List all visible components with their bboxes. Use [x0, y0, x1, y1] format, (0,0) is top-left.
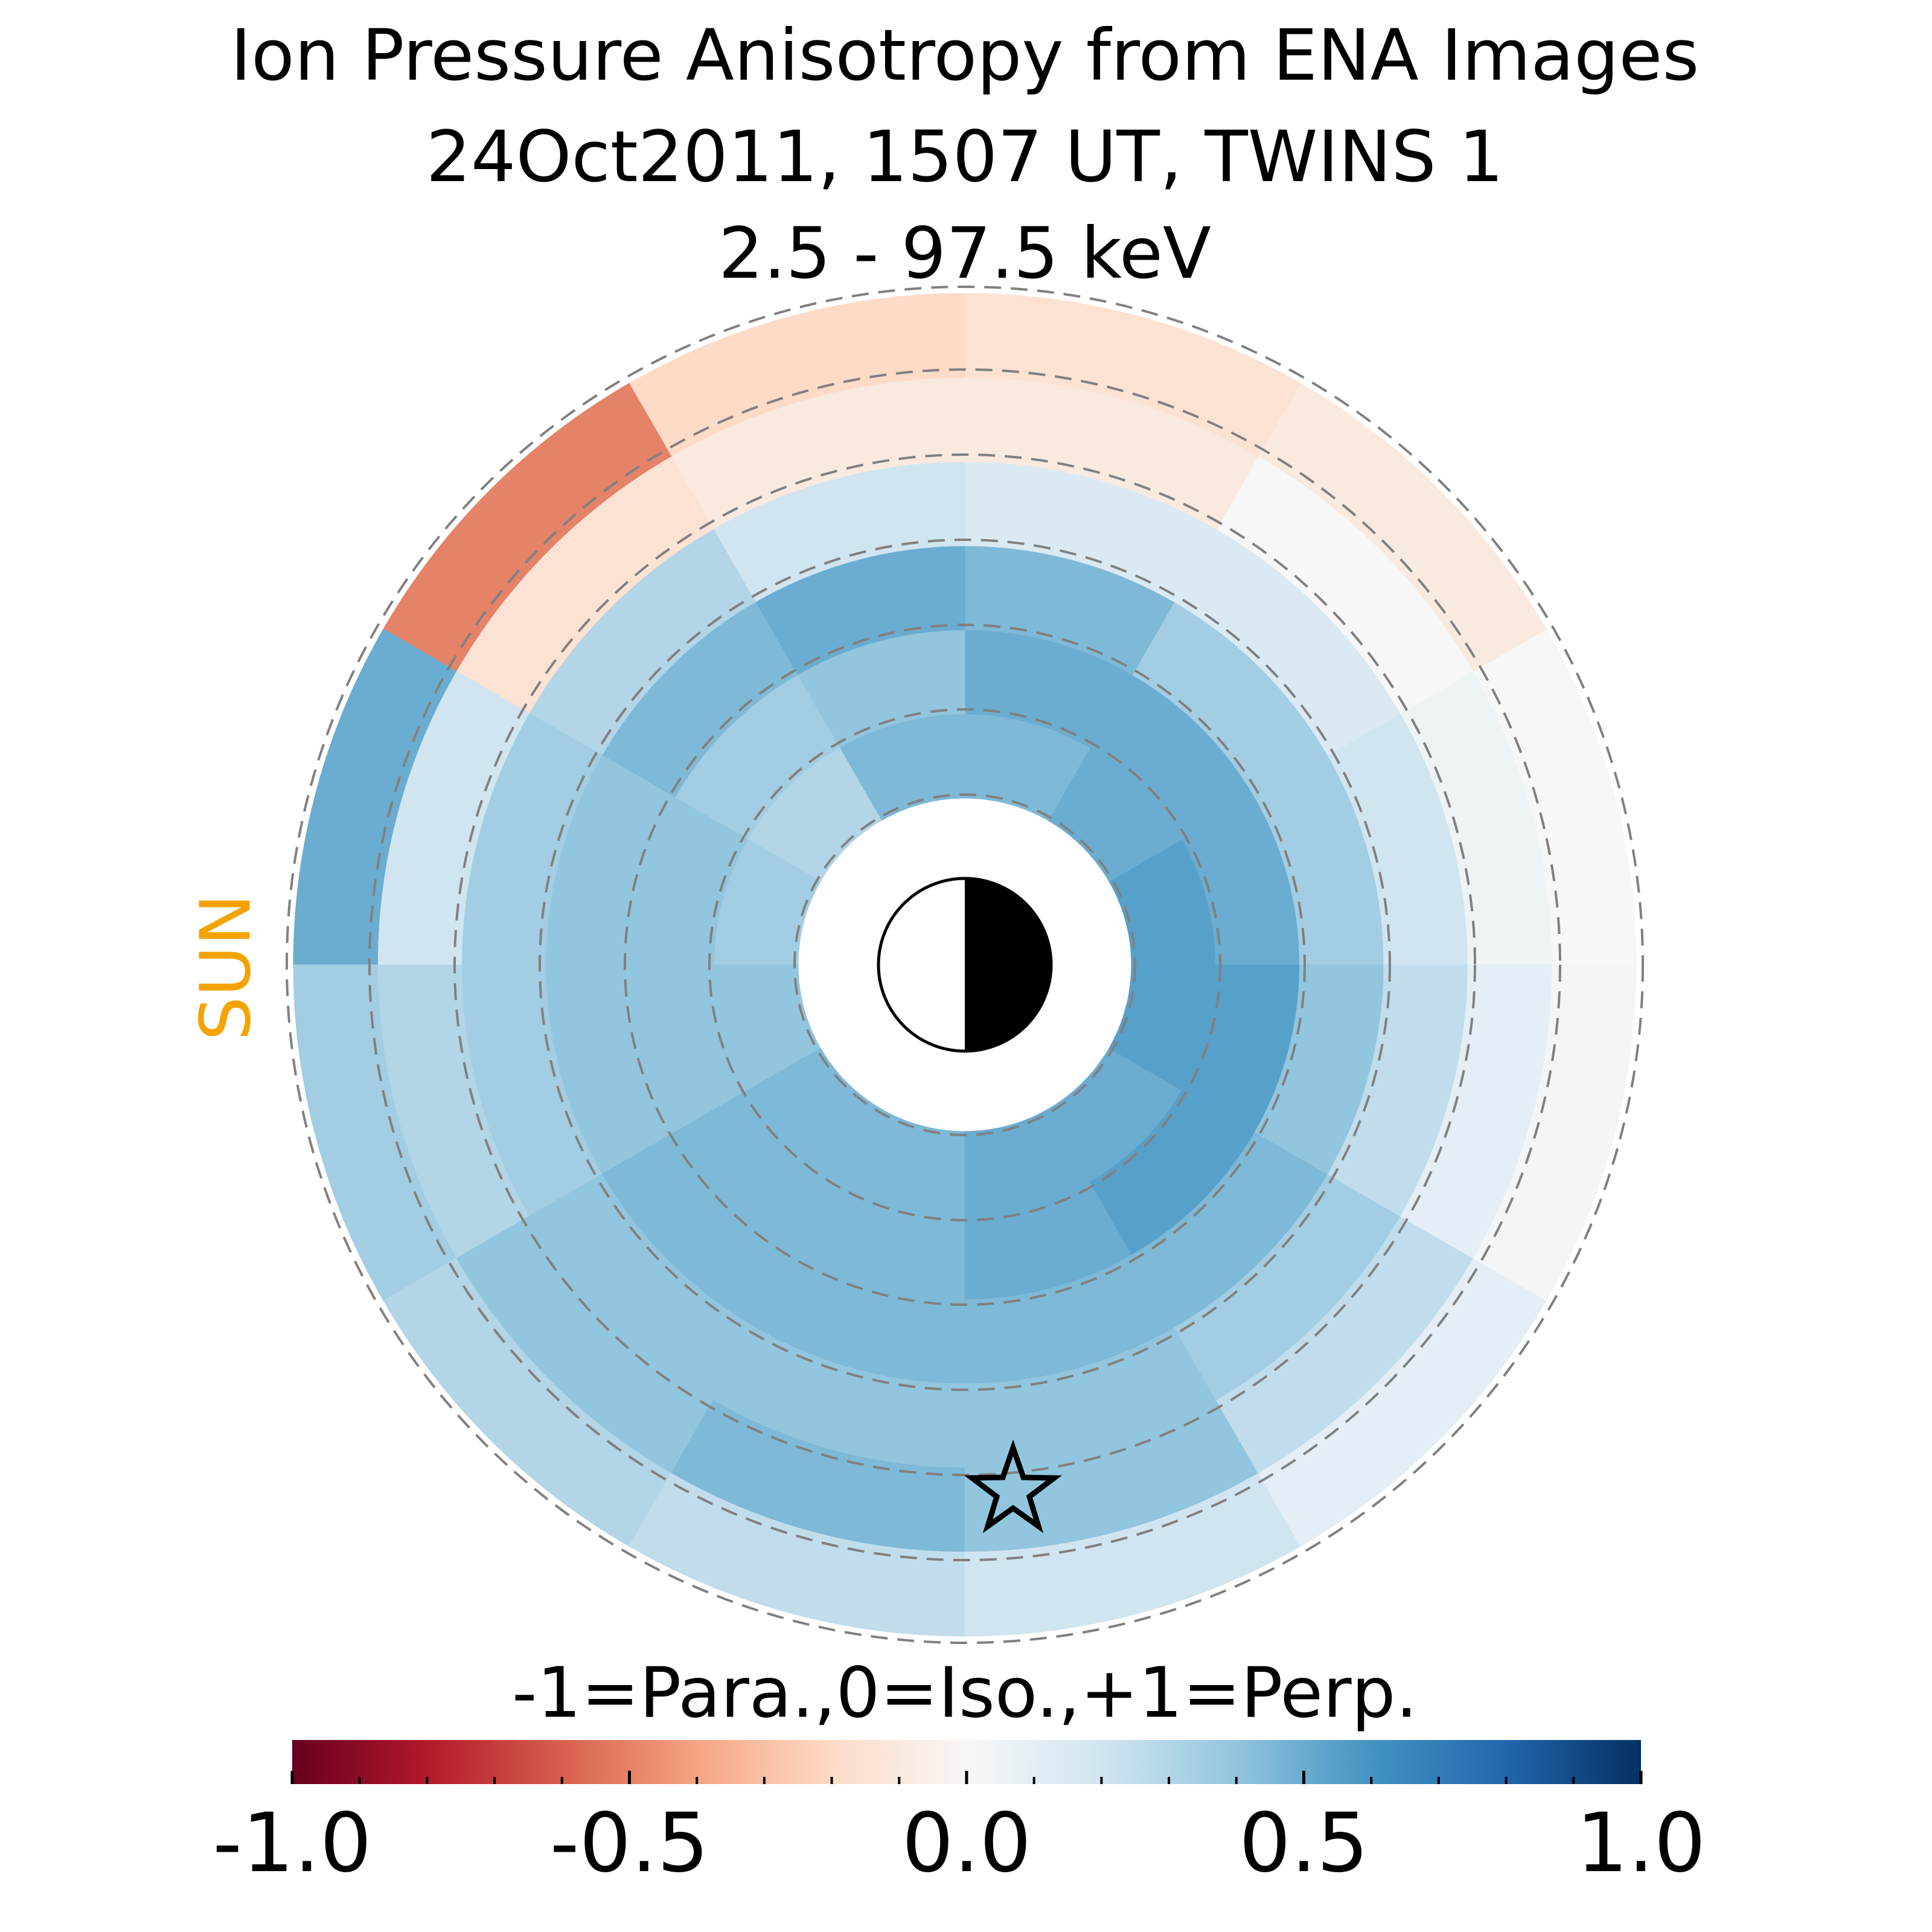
dashed-ring	[286, 286, 1644, 1644]
earth-symbol	[877, 877, 1053, 1053]
dashed-ring	[624, 624, 1306, 1306]
dashed-ring	[708, 708, 1221, 1221]
satellite-star	[964, 1439, 1063, 1534]
colorbar-tick-label: -0.5	[550, 1796, 709, 1890]
colorbar-tick-label: -1.0	[213, 1796, 371, 1890]
colorbar-tick-label: 1.0	[1576, 1796, 1706, 1890]
earth-night	[965, 878, 1051, 1051]
dashed-rings	[286, 286, 1644, 1644]
dashed-ring	[793, 793, 1136, 1136]
title: Ion Pressure Anisotropy from ENA Images	[231, 14, 1700, 97]
dashed-ring	[539, 539, 1391, 1391]
colorbar-tick-label: 0.0	[902, 1796, 1032, 1890]
anisotropy-map	[293, 293, 1637, 1637]
field-cell	[1473, 964, 1637, 1301]
colorbar-label: -1=Para.,0=Iso.,+1=Perp.	[512, 1653, 1418, 1734]
sun-label: SUN	[186, 894, 267, 1040]
energy-range: 2.5 - 97.5 keV	[718, 212, 1211, 295]
subtitle: 24Oct2011, 1507 UT, TWINS 1	[426, 115, 1504, 198]
colorbar-ticks: -1.0 -0.5 0.0 0.5 1.0	[213, 1771, 1706, 1890]
dashed-ring	[453, 453, 1476, 1476]
dashed-ring	[368, 368, 1561, 1561]
colorbar-tick-label: 0.5	[1239, 1796, 1369, 1890]
